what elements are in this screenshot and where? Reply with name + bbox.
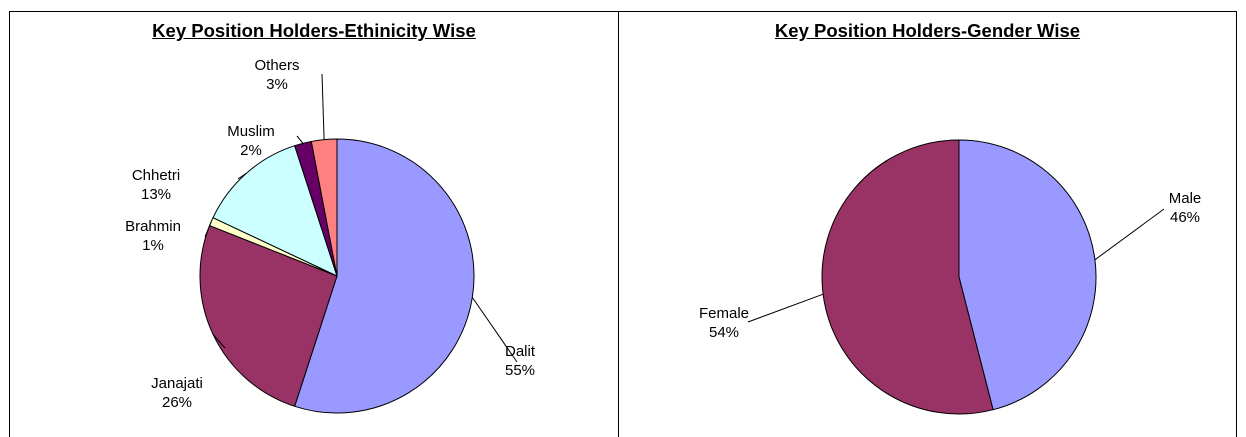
gender-chart-title: Key Position Holders-Gender Wise xyxy=(774,20,1081,41)
leader-line-others xyxy=(321,73,325,140)
leader-line-janajati xyxy=(212,333,226,349)
slice-label-others: Others xyxy=(254,57,299,74)
slice-percent-chhetri: 13% xyxy=(141,186,171,203)
leader-line-male xyxy=(1094,208,1165,261)
leader-line-chhetri xyxy=(237,172,247,180)
slice-percent-muslim: 2% xyxy=(240,142,262,159)
pie-slice-dalit xyxy=(294,138,475,414)
ethnicity-chart-title: Key Position Holders-Ethinicity Wise xyxy=(152,20,476,41)
slice-label-brahmin: Brahmin xyxy=(125,218,181,235)
slice-label-muslim: Muslim xyxy=(227,123,275,140)
slice-percent-brahmin: 1% xyxy=(142,237,164,254)
pie-slice-others xyxy=(310,138,338,277)
slice-percent-male: 46% xyxy=(1170,209,1200,226)
gender-pie-chart: Male 46% Female 54% xyxy=(699,139,1202,415)
pie-slice-male xyxy=(958,139,1097,411)
slice-label-dalit: Dalit xyxy=(505,343,536,360)
slice-percent-dalit: 55% xyxy=(505,362,535,379)
leader-line-brahmin xyxy=(204,221,212,238)
ethnicity-chart-panel: Key Position Holders-Ethinicity Wise Dal… xyxy=(9,11,619,437)
pie-slice-female xyxy=(821,139,994,415)
leader-line-dalit xyxy=(471,297,518,363)
slice-label-janajati: Janajati xyxy=(151,375,203,392)
gender-chart-panel: Key Position Holders-Gender Wise Male 46%… xyxy=(618,11,1237,437)
slice-percent-others: 3% xyxy=(266,76,288,93)
slice-label-male: Male xyxy=(1169,190,1202,207)
leader-line-muslim xyxy=(296,135,304,144)
slice-percent-female: 54% xyxy=(709,324,739,341)
slice-percent-janajati: 26% xyxy=(162,394,192,411)
slice-label-female: Female xyxy=(699,305,749,322)
ethnicity-pie-chart: Dalit 55% Janajati 26% Brahmin 1% Chhetri 13% Mu… xyxy=(125,57,536,414)
leader-line-female xyxy=(747,293,824,323)
slice-label-chhetri: Chhetri xyxy=(132,167,180,184)
